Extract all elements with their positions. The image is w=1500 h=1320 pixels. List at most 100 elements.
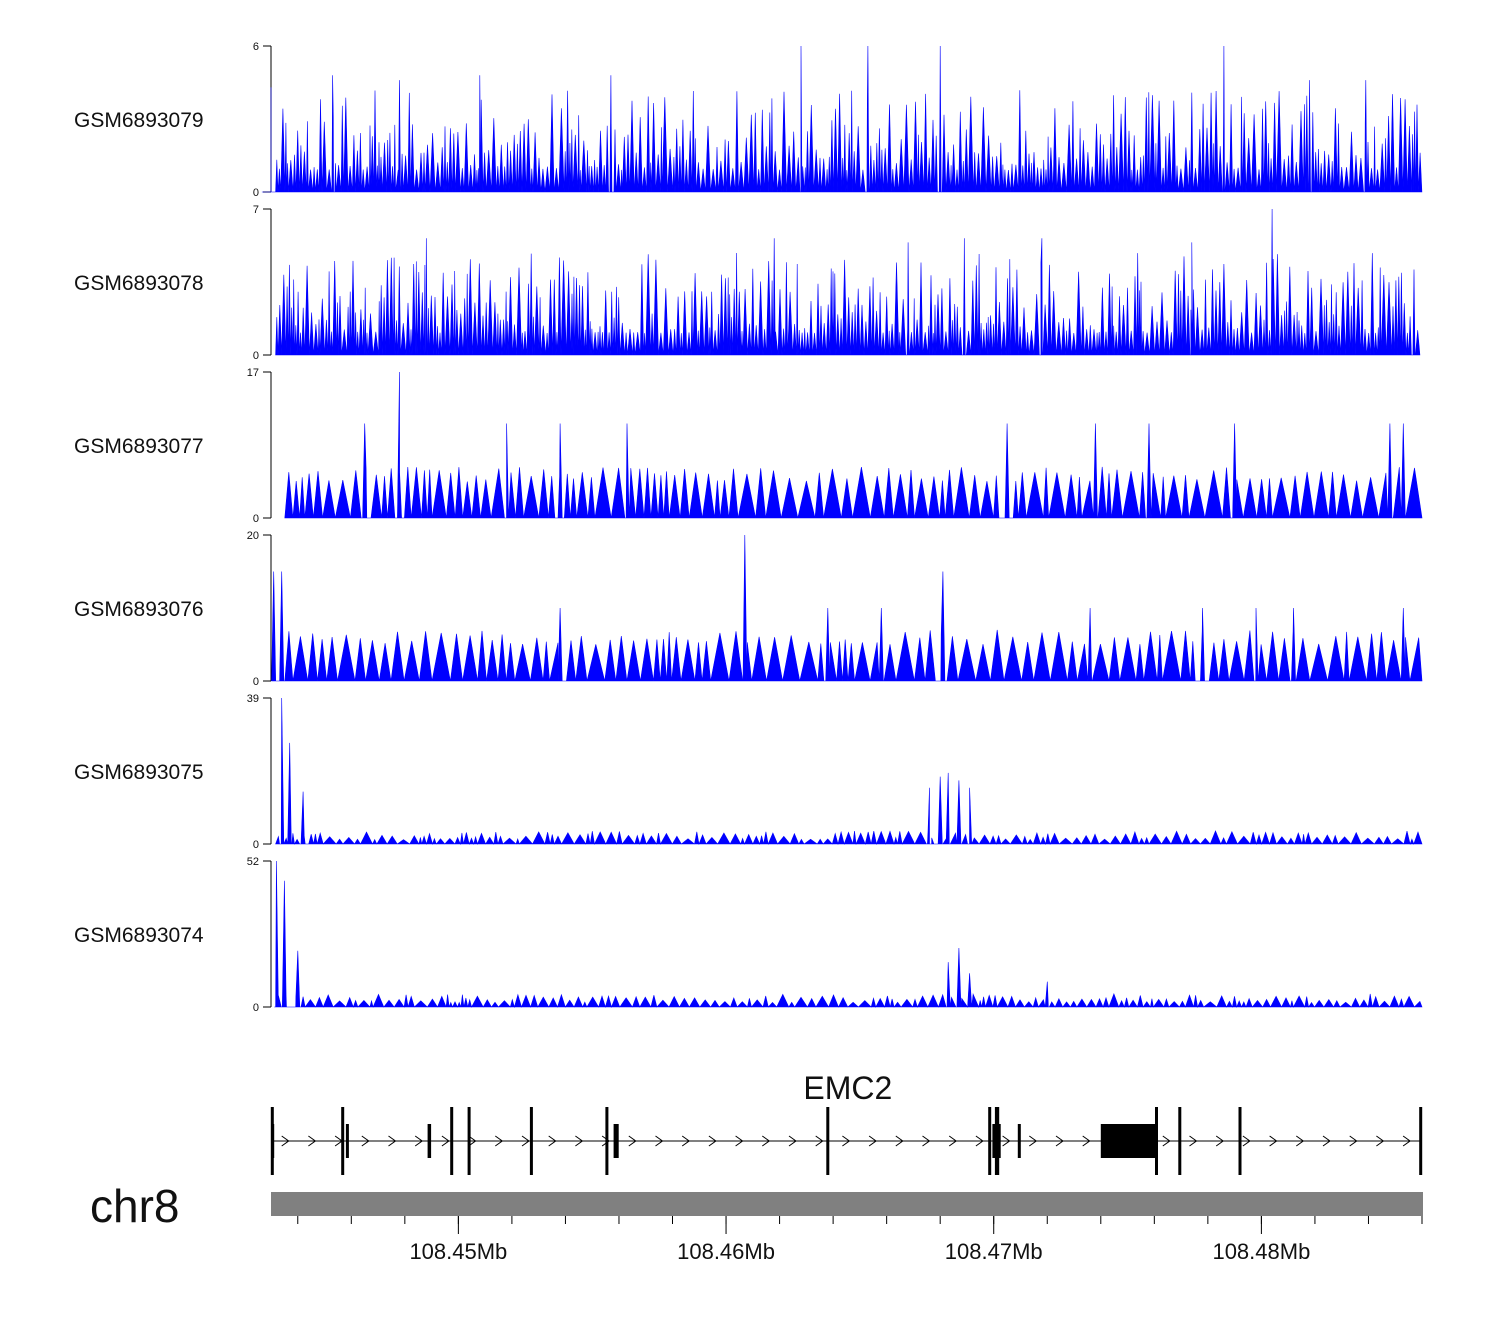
strand-arrow [1055, 1135, 1064, 1147]
exon-block [427, 1124, 432, 1158]
y-axis-min-label: 0 [253, 513, 259, 525]
strand-arrow [868, 1135, 877, 1147]
track-GSM6893077: GSM6893077 17 0 [74, 367, 1423, 525]
y-axis-max-label: 52 [247, 856, 259, 868]
strand-arrow [895, 1135, 904, 1147]
strand-arrow [842, 1135, 851, 1147]
chromosome-ideogram: chr8 [90, 1180, 1423, 1232]
strand-arrow [1242, 1135, 1251, 1147]
strand-arrow [575, 1135, 584, 1147]
exon-tick [605, 1107, 609, 1175]
strand-arrow [1189, 1135, 1198, 1147]
strand-arrow [495, 1135, 504, 1147]
track-GSM6893078: GSM6893078 7 0 [74, 204, 1421, 362]
x-axis-tick-label: 108.46Mb [677, 1239, 775, 1264]
strand-arrow [1349, 1135, 1358, 1147]
strand-arrow [521, 1135, 530, 1147]
strand-arrow [815, 1135, 824, 1147]
strand-arrow [1296, 1135, 1305, 1147]
y-axis-max-label: 7 [253, 204, 259, 216]
exon-tick [826, 1107, 830, 1175]
exon-tick [1238, 1107, 1242, 1175]
strand-arrow [975, 1135, 984, 1147]
y-axis-max-label: 39 [247, 693, 259, 705]
strand-arrow [414, 1135, 424, 1147]
signal-tracks: GSM689307960GSM689307870GSM6893077170GSM… [74, 41, 1423, 1014]
strand-arrow [441, 1135, 450, 1147]
signal-area-GSM6893075 [275, 697, 1423, 846]
strand-arrow [1162, 1135, 1171, 1147]
strand-arrow [922, 1135, 931, 1147]
exon-tick [450, 1107, 454, 1175]
y-axis-min-label: 0 [253, 676, 259, 688]
strand-arrow [1269, 1135, 1278, 1147]
exon-block [1100, 1124, 1156, 1158]
genomic-coordinate-axis: 108.45Mb 108.46Mb 108.47Mb 108.48Mb [297, 1216, 1423, 1264]
track-label: GSM6893075 [74, 761, 204, 784]
strand-arrow [601, 1135, 610, 1147]
strand-arrow [308, 1135, 317, 1147]
signal-area-GSM6893077 [284, 371, 1423, 519]
strand-arrow [655, 1135, 664, 1147]
exon-tick [1178, 1107, 1182, 1175]
exon-block [997, 1124, 1001, 1158]
chromosome-band [271, 1192, 1423, 1216]
strand-arrow [628, 1135, 637, 1147]
strand-arrow [1029, 1135, 1038, 1147]
strand-arrow [681, 1135, 691, 1147]
exon-block [992, 1124, 996, 1158]
exon-block [271, 1124, 275, 1158]
exon-tick [341, 1107, 345, 1175]
x-axis-tick-label: 108.48Mb [1212, 1239, 1310, 1264]
exon-tick [1419, 1107, 1423, 1175]
strand-arrow [948, 1135, 958, 1147]
y-axis-max-label: 17 [247, 367, 259, 379]
track-label: GSM6893079 [74, 109, 204, 132]
strand-arrow [388, 1135, 397, 1147]
strand-arrow [735, 1135, 744, 1147]
strand-arrow [788, 1135, 797, 1147]
strand-arrow [762, 1135, 771, 1147]
gene-track: EMC2 [270, 1070, 1423, 1175]
strand-arrow [361, 1135, 370, 1147]
x-axis-tick-label: 108.45Mb [409, 1239, 507, 1264]
y-axis-min-label: 0 [253, 839, 259, 851]
exon-tick [1155, 1107, 1158, 1175]
strand-arrow [1402, 1135, 1411, 1147]
x-axis-tick-label: 108.47Mb [945, 1239, 1043, 1264]
y-axis-max-label: 6 [253, 41, 259, 53]
strand-arrow [468, 1135, 477, 1147]
exon-tick [467, 1107, 471, 1175]
signal-area-GSM6893078 [275, 208, 1421, 356]
strand-arrow [548, 1135, 557, 1147]
gene-name-label: EMC2 [803, 1070, 892, 1106]
strand-arrow [1082, 1135, 1091, 1147]
track-label: GSM6893074 [74, 924, 204, 947]
signal-area-GSM6893079 [261, 45, 1423, 193]
y-axis-min-label: 0 [253, 1002, 259, 1014]
strand-arrow [1215, 1135, 1225, 1147]
track-label: GSM6893076 [74, 598, 204, 621]
track-label: GSM6893078 [74, 272, 204, 295]
exon-tick [988, 1107, 992, 1175]
strand-arrow [1376, 1135, 1385, 1147]
y-axis-max-label: 20 [247, 530, 259, 542]
track-GSM6893076: GSM6893076 20 0 [74, 530, 1423, 688]
strand-arrow [281, 1135, 290, 1147]
y-axis-min-label: 0 [253, 187, 259, 199]
exon-block [1017, 1124, 1021, 1158]
exon-tick [529, 1107, 533, 1175]
track-GSM6893075: GSM6893075 39 0 [74, 693, 1423, 851]
track-label: GSM6893077 [74, 435, 204, 458]
gene-model [270, 1107, 1423, 1175]
strand-arrow [1322, 1135, 1331, 1147]
exon-block [613, 1124, 619, 1158]
strand-arrow [1002, 1135, 1011, 1147]
track-GSM6893074: GSM6893074 52 0 [74, 856, 1423, 1014]
exon-block [345, 1124, 349, 1158]
signal-area-GSM6893076 [271, 534, 1423, 682]
chromosome-label: chr8 [90, 1180, 179, 1232]
y-axis-min-label: 0 [253, 350, 259, 362]
strand-arrow [708, 1135, 717, 1147]
